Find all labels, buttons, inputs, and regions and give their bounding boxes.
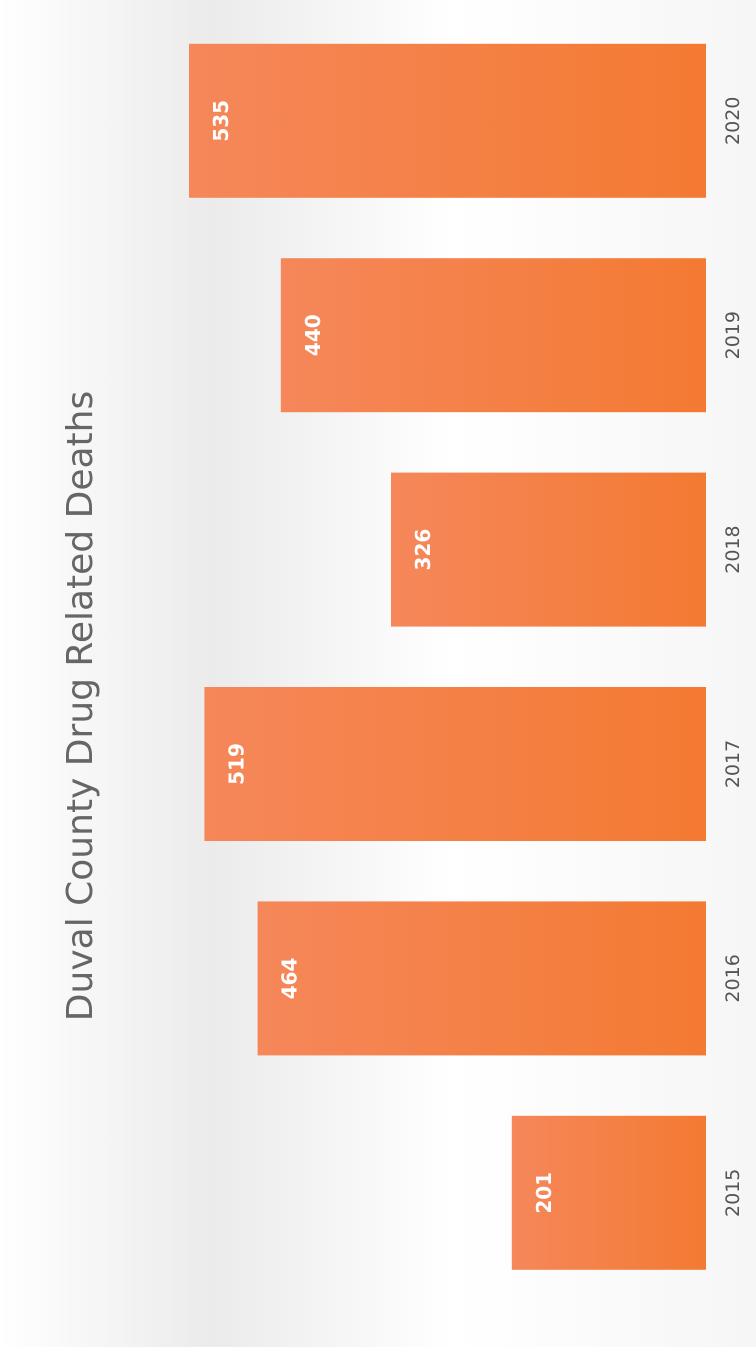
bar-2017 xyxy=(204,687,706,841)
data-label-2016: 464 xyxy=(278,958,302,1000)
chart-title: Duval County Drug Related Deaths xyxy=(60,391,101,1021)
bar-2020 xyxy=(189,43,706,198)
bar-2018 xyxy=(391,472,706,627)
data-labels-group: 201 464 519 326 440 535 xyxy=(209,100,556,1214)
data-label-2015: 201 xyxy=(532,1172,556,1214)
data-label-2018: 326 xyxy=(411,529,435,571)
bars-group xyxy=(189,43,706,1270)
category-ticks-group: 2015 2016 2017 2018 2019 2020 xyxy=(722,97,744,1217)
tick-label-2019: 2019 xyxy=(722,311,744,359)
tick-label-2015: 2015 xyxy=(722,1169,744,1217)
tick-label-2016: 2016 xyxy=(722,954,744,1002)
bar-2015 xyxy=(511,1115,706,1270)
tick-label-2018: 2018 xyxy=(722,525,744,573)
bar-2016 xyxy=(257,901,706,1056)
tick-label-2020: 2020 xyxy=(722,97,744,145)
data-label-2017: 519 xyxy=(224,743,248,785)
data-label-2020: 535 xyxy=(209,100,233,142)
tick-label-2017: 2017 xyxy=(722,740,744,788)
bar-2019 xyxy=(280,258,706,413)
data-label-2019: 440 xyxy=(301,314,325,356)
